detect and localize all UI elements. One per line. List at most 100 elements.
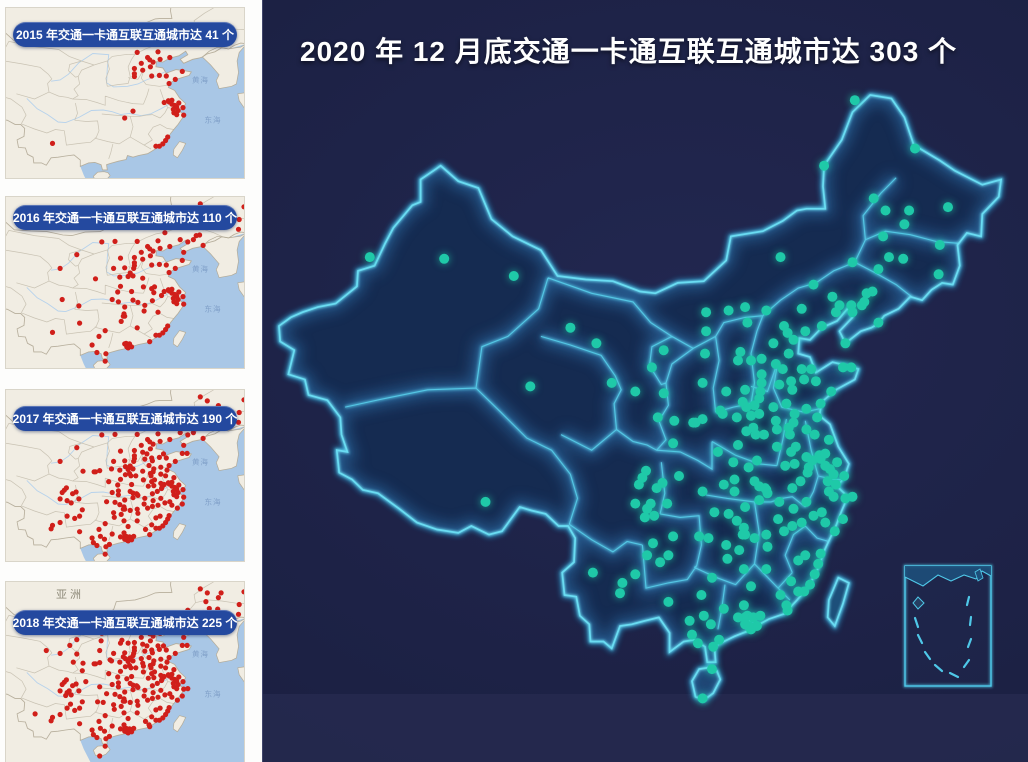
city-dot (820, 448, 831, 459)
city-dot (648, 538, 658, 549)
city-dot (111, 650, 117, 656)
city-dot (117, 467, 123, 473)
city-dot (780, 460, 791, 471)
city-dot (806, 364, 817, 375)
city-dot (149, 458, 155, 464)
city-dot (649, 510, 660, 521)
city-dots-2020 (364, 95, 953, 704)
city-dot (169, 479, 175, 485)
city-dot (96, 718, 102, 724)
city-dot (147, 446, 153, 452)
city-dot (112, 431, 118, 437)
city-dot (117, 476, 124, 482)
city-dot (762, 541, 773, 552)
city-dot (174, 112, 180, 118)
city-dot (731, 412, 742, 423)
city-dot (170, 295, 176, 301)
city-dot (157, 56, 163, 62)
city-dot (697, 693, 708, 704)
city-dot (111, 458, 117, 464)
city-dot (779, 526, 789, 537)
city-dot (169, 286, 175, 292)
city-dot (630, 498, 641, 509)
city-dot (134, 238, 140, 244)
city-dot (158, 464, 164, 470)
city-dot (153, 525, 159, 531)
city-dot (723, 508, 734, 519)
city-dot (171, 475, 177, 481)
city-dot (793, 555, 804, 566)
city-dot (115, 289, 121, 295)
city-dot (525, 381, 536, 392)
city-dot (697, 377, 708, 388)
taiwan-island (172, 523, 187, 541)
inset-hainan (912, 596, 925, 610)
city-dot (117, 502, 123, 508)
city-dot (140, 641, 146, 647)
city-dot (149, 491, 155, 497)
city-dot (708, 641, 719, 652)
city-dot (141, 693, 147, 699)
city-dot (95, 699, 101, 705)
city-dot (106, 541, 112, 547)
city-dot (115, 684, 121, 690)
city-dot (663, 550, 674, 561)
city-dot (98, 638, 104, 644)
city-dot (181, 634, 187, 640)
city-dot (48, 526, 54, 532)
city-dot (63, 692, 69, 699)
city-dot (174, 494, 180, 500)
city-dot (57, 711, 63, 718)
city-dot (103, 351, 109, 357)
city-dot (122, 472, 128, 478)
city-dot (131, 453, 137, 459)
city-dot (127, 680, 133, 686)
city-dot (591, 338, 602, 349)
city-dot (170, 680, 176, 686)
city-dot (130, 108, 136, 114)
city-dot (64, 705, 70, 711)
city-dot (111, 510, 117, 516)
city-dot (117, 534, 124, 540)
map-panel-2017: 黄海 东海 2017 年交通一卡通互联互通城市达 190 个 (5, 389, 245, 562)
city-dot (830, 307, 841, 318)
city-dot (166, 269, 172, 276)
city-dot (135, 702, 141, 708)
country-border (6, 582, 244, 745)
city-dot (163, 326, 169, 333)
south-china-sea-inset (903, 564, 993, 688)
city-dot (76, 303, 82, 309)
city-dot (754, 408, 765, 419)
city-dot (796, 364, 807, 375)
province-borders (6, 197, 244, 349)
city-dot (147, 253, 153, 259)
city-dot (145, 483, 151, 489)
city-dot (89, 535, 95, 541)
city-dot (104, 499, 110, 505)
city-dot (150, 690, 156, 696)
city-dot (134, 506, 140, 512)
city-dot (121, 710, 127, 716)
city-dot (840, 338, 851, 349)
city-dot (79, 699, 85, 705)
city-dot (793, 586, 804, 597)
city-dot (149, 522, 155, 528)
city-dot (235, 611, 242, 617)
city-dot (630, 386, 641, 397)
taiwan-island (172, 715, 187, 733)
city-dot (94, 734, 100, 741)
city-dot (639, 512, 650, 523)
city-dot (155, 694, 161, 700)
city-dot (712, 446, 723, 457)
city-dot (832, 457, 843, 468)
city-dot (801, 452, 812, 462)
city-dot (204, 590, 210, 596)
city-dot (749, 476, 760, 487)
asia-region-label: 亚洲 (56, 589, 84, 601)
city-dot (97, 725, 103, 731)
year-banner-2016-label: 2016 年交通一卡通互联互通城市达 110 个 (12, 211, 238, 225)
city-dot (565, 322, 576, 333)
city-dot (176, 289, 182, 295)
city-dot (155, 309, 161, 315)
city-dot (140, 284, 146, 290)
